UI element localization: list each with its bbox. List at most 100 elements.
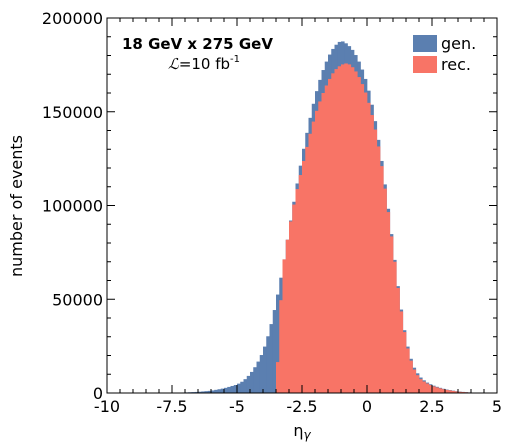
x-axis-title: ηγ — [293, 421, 311, 442]
bar-rec-39 — [402, 332, 407, 393]
bar-rec-14 — [321, 93, 326, 393]
bar-rec-45 — [422, 381, 426, 393]
bar-rec-52 — [445, 389, 449, 393]
bar-gen-11 — [207, 390, 212, 393]
bar-rec-54 — [451, 390, 456, 393]
x-tick-label-5: 2.5 — [419, 397, 444, 416]
y-axis-title: number of events — [7, 135, 26, 277]
x-tick-label-6: 5 — [492, 397, 502, 416]
bar-rec-22 — [347, 64, 352, 393]
bar-rec-48 — [432, 386, 436, 393]
bar-gen-12 — [211, 390, 215, 393]
bar-rec-9 — [305, 146, 309, 393]
legend: gen. rec. — [413, 34, 476, 74]
y-tick-label-4: 200000 — [42, 9, 103, 28]
bar-rec-18 — [334, 69, 339, 393]
bar-gen-23 — [246, 375, 251, 393]
bar-rec-30 — [373, 129, 378, 393]
bar-gen-28 — [263, 346, 267, 393]
bar-gen-21 — [240, 381, 244, 393]
y-tick-label-3: 150000 — [42, 103, 103, 122]
bar-rec-40 — [406, 348, 410, 393]
bar-rec-33 — [383, 188, 387, 393]
bar-gen-10 — [204, 391, 209, 393]
bar-gen-15 — [220, 388, 225, 393]
bar-gen-14 — [217, 389, 222, 393]
bar-rec-6 — [295, 189, 300, 393]
bar-rec-8 — [302, 160, 306, 393]
bar-rec-12 — [315, 110, 319, 393]
bar-rec-51 — [441, 389, 446, 393]
bar-gen-31 — [272, 310, 277, 393]
luminosity-annotation: ℒ=10 fb-1 — [168, 54, 240, 73]
bar-gen-32 — [276, 294, 280, 393]
bar-rec-31 — [376, 146, 381, 393]
legend-label-gen: gen. — [441, 34, 476, 53]
bar-rec-28 — [367, 102, 371, 393]
series-rec — [276, 63, 485, 394]
bar-gen-8 — [198, 391, 202, 393]
bar-rec-53 — [448, 390, 452, 393]
bar-rec-4 — [289, 221, 293, 393]
bar-rec-13 — [318, 101, 322, 393]
bar-gen-26 — [256, 361, 261, 393]
bar-rec-3 — [285, 239, 290, 393]
bar-rec-7 — [298, 175, 303, 393]
bar-gen-18 — [230, 385, 235, 393]
bar-rec-41 — [409, 360, 413, 393]
bar-rec-42 — [412, 369, 417, 393]
y-tick-label-0: 0 — [93, 384, 103, 403]
x-tick-label-4: 0 — [362, 397, 372, 416]
bar-gen-17 — [227, 386, 231, 393]
bar-gen-29 — [266, 336, 270, 393]
energy-annotation: 18 GeV x 275 GeV — [122, 35, 273, 53]
x-tick-label-1: -7.5 — [156, 397, 187, 416]
bar-rec-16 — [328, 78, 332, 393]
legend-label-rec: rec. — [441, 55, 471, 74]
bar-rec-44 — [419, 379, 423, 393]
bar-gen-30 — [269, 324, 274, 393]
bar-rec-10 — [308, 133, 313, 393]
bar-rec-50 — [438, 388, 443, 393]
bar-rec-35 — [389, 236, 394, 393]
bar-rec-26 — [360, 84, 365, 393]
bar-rec-32 — [380, 166, 384, 394]
bar-rec-21 — [344, 63, 348, 393]
bar-rec-49 — [435, 387, 439, 393]
bar-rec-43 — [415, 375, 420, 393]
bar-rec-0 — [276, 362, 280, 393]
y-tick-label-1: 50000 — [52, 290, 103, 309]
x-tick-label-3: -2.5 — [286, 397, 317, 416]
bar-gen-7 — [194, 391, 199, 393]
bar-rec-47 — [428, 385, 433, 393]
bar-rec-36 — [393, 261, 397, 393]
bar-rec-20 — [341, 64, 345, 393]
bar-gen-22 — [243, 379, 248, 393]
y-tick-labels: 0 50000 100000 150000 200000 — [42, 9, 103, 403]
bar-rec-15 — [324, 85, 329, 393]
x-tick-label-2: -5 — [229, 397, 245, 416]
bar-gen-16 — [224, 387, 228, 393]
legend-swatch-rec — [413, 56, 437, 73]
bar-gen-13 — [214, 389, 218, 393]
bar-rec-27 — [363, 92, 368, 393]
bar-gen-27 — [259, 355, 264, 393]
bar-gen-9 — [201, 391, 205, 393]
bar-gen-19 — [233, 385, 238, 393]
bar-rec-29 — [370, 115, 374, 393]
bar-rec-24 — [354, 71, 358, 393]
bar-rec-38 — [399, 311, 404, 393]
bar-gen-24 — [250, 371, 254, 393]
legend-swatch-gen — [413, 35, 437, 52]
bar-rec-37 — [396, 288, 400, 393]
bar-gen-20 — [237, 383, 241, 394]
bar-rec-19 — [337, 66, 342, 393]
bar-gen-25 — [253, 367, 257, 393]
axis-ticks — [106, 17, 498, 394]
bar-rec-56 — [458, 391, 462, 393]
bar-rec-17 — [331, 73, 335, 393]
bar-rec-11 — [311, 121, 316, 393]
bar-rec-2 — [282, 259, 287, 393]
bar-rec-23 — [350, 67, 355, 393]
